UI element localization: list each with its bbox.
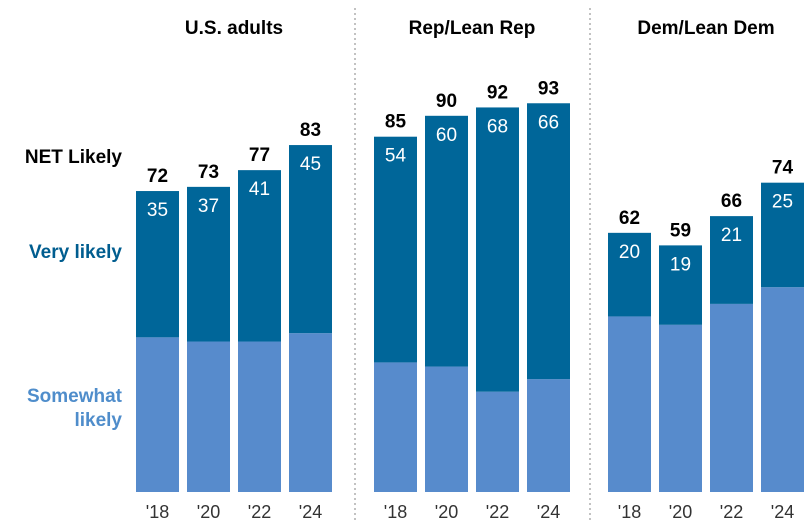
bar-very-2-2 [710,216,753,304]
x-tick-label: '18 [618,502,641,522]
value-label-very: 54 [385,146,407,167]
value-label-net: 74 [772,158,794,179]
bar-very-0-3 [289,145,332,334]
x-tick-label: '18 [384,502,407,522]
value-label-net: 83 [300,120,321,141]
legend-net-likely: NET Likely [24,147,122,168]
bar-somewhat-2-1 [659,324,702,492]
bar-very-2-3 [761,182,804,288]
bar-somewhat-2-0 [608,316,651,492]
x-tick-label: '20 [669,502,692,522]
value-label-very: 25 [772,192,793,213]
value-label-net: 73 [198,162,219,183]
bar-somewhat-0-0 [136,337,179,492]
bar-somewhat-1-2 [476,391,519,492]
bar-very-2-1 [659,245,702,325]
value-label-very: 45 [300,154,321,175]
bar-very-1-1 [425,115,468,367]
value-label-very: 35 [147,200,168,221]
x-tick-label: '24 [537,502,560,522]
x-tick-label: '20 [197,502,220,522]
x-tick-label: '18 [146,502,169,522]
panel-title: U.S. adults [185,18,283,39]
bar-somewhat-0-2 [238,341,281,492]
value-label-net: 90 [436,91,457,112]
bar-somewhat-1-1 [425,366,468,492]
value-label-very: 41 [249,179,270,200]
bar-very-2-0 [608,232,651,317]
value-label-net: 92 [487,82,508,103]
bar-very-0-2 [238,170,281,342]
panel-title: Dem/Lean Dem [637,18,774,39]
legend-very-likely: Very likely [29,242,122,263]
value-label-net: 62 [619,208,640,229]
value-label-very: 68 [487,116,508,137]
bar-somewhat-2-3 [761,287,804,492]
value-label-very: 21 [721,225,742,246]
value-label-very: 19 [670,254,691,275]
bar-somewhat-2-2 [710,303,753,492]
value-label-net: 93 [538,78,559,99]
value-label-net: 85 [385,112,407,133]
bar-very-1-2 [476,107,519,392]
bar-very-0-0 [136,191,179,338]
value-label-net: 59 [670,220,691,241]
x-tick-label: '20 [435,502,458,522]
bar-somewhat-0-3 [289,333,332,492]
panel-title: Rep/Lean Rep [409,18,536,39]
value-label-net: 72 [147,166,168,187]
x-tick-label: '22 [248,502,271,522]
value-label-very: 60 [436,125,457,146]
value-label-net: 77 [249,145,270,166]
bar-somewhat-1-3 [527,379,570,492]
x-tick-label: '22 [486,502,509,522]
bar-very-0-1 [187,186,230,342]
x-tick-label: '24 [299,502,322,522]
bar-very-1-3 [527,103,570,380]
bar-very-1-0 [374,136,417,363]
value-label-very: 20 [619,242,640,263]
x-tick-label: '22 [720,502,743,522]
legend-somewhat-likely-text: Somewhat likely [26,386,122,431]
x-tick-label: '24 [771,502,794,522]
bar-somewhat-0-1 [187,341,230,492]
value-label-very: 66 [538,112,559,133]
value-label-net: 66 [721,191,742,212]
bar-somewhat-1-0 [374,362,417,492]
legend-somewhat-likely: Somewhat likely [4,385,122,433]
value-label-very: 37 [198,196,219,217]
